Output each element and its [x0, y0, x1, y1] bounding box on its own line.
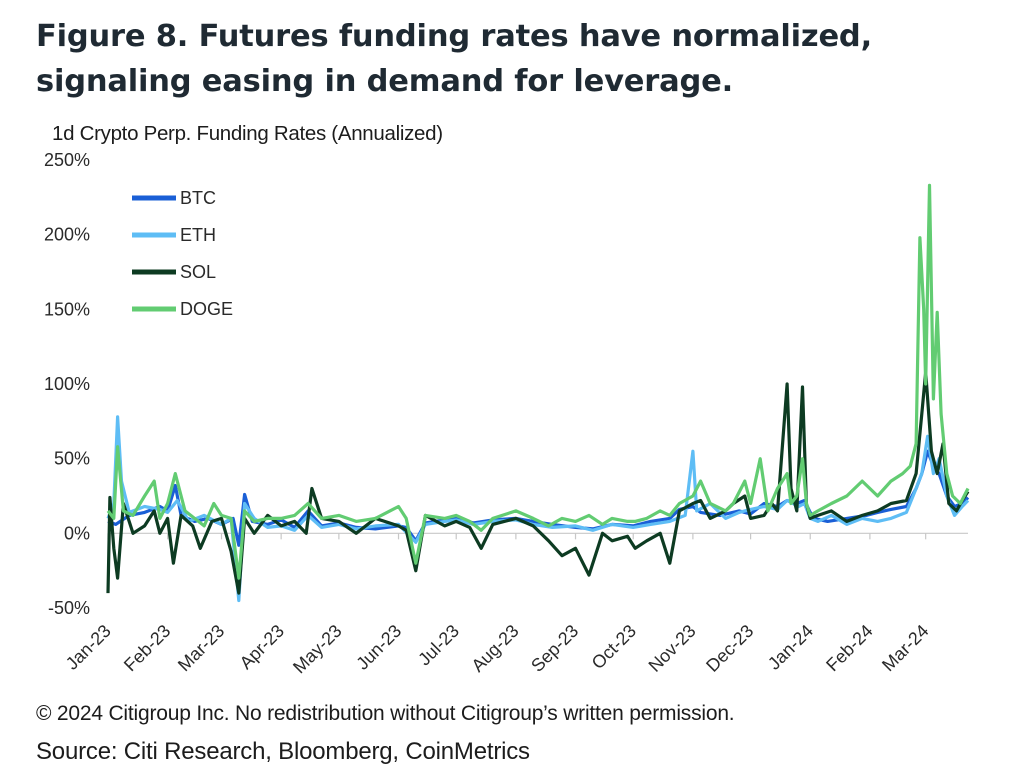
copyright-notice: © 2024 Citigroup Inc. No redistribution … [36, 702, 735, 725]
x-tick-label: Jan-24 [764, 621, 817, 674]
legend: BTC ETH SOL DOGE [132, 188, 233, 319]
y-tick-label: -50% [48, 598, 90, 618]
chart-subtitle: 1d Crypto Perp. Funding Rates (Annualize… [52, 122, 443, 145]
x-tick-label: Aug-23 [468, 621, 523, 676]
series-line-doge [106, 183, 970, 580]
x-tick-label: Nov-23 [645, 621, 700, 676]
x-tick-label: Feb-23 [120, 621, 174, 675]
x-axis: Jan-23 Feb-23 Mar-23 Apr-23 May-23 Jun-23 Jul-… [62, 532, 968, 678]
y-tick-label: 150% [44, 299, 90, 319]
y-tick-label: 0% [64, 523, 90, 543]
x-tick-label: Jan-23 [62, 621, 115, 674]
series-line-sol [106, 370, 970, 595]
x-tick-label: Mar-24 [878, 621, 932, 675]
legend-label-sol: SOL [180, 262, 216, 282]
x-tick-label: Oct-23 [588, 621, 640, 673]
y-tick-label: 200% [44, 225, 90, 245]
x-tick-label: Jul-23 [414, 621, 463, 670]
series-line-eth [106, 415, 970, 603]
legend-label-doge: DOGE [180, 299, 233, 319]
x-tick-label: May-23 [289, 621, 346, 678]
y-tick-label: 50% [54, 449, 90, 469]
figure-title: Figure 8. Futures funding rates have nor… [36, 19, 872, 99]
y-tick-label: 100% [44, 374, 90, 394]
x-tick-label: Mar-23 [174, 621, 228, 675]
series-lines [106, 183, 970, 603]
legend-label-eth: ETH [180, 225, 216, 245]
x-tick-label: Jun-23 [352, 621, 405, 674]
x-tick-label: Sep-23 [527, 621, 582, 676]
y-axis-labels: -50% 0% 50% 100% 150% 200% 250% [44, 150, 90, 618]
y-tick-label: 250% [44, 150, 90, 170]
x-tick-label: Dec-23 [702, 621, 757, 676]
x-tick-label: Apr-23 [236, 621, 288, 673]
x-tick-label: Feb-24 [822, 621, 876, 675]
legend-label-btc: BTC [180, 188, 216, 208]
source-note: Source: Citi Research, Bloomberg, CoinMe… [36, 738, 530, 765]
funding-rate-chart: -50%0%50%100%150%200%250% Jan-23 Feb-23 Ma… [44, 150, 970, 678]
